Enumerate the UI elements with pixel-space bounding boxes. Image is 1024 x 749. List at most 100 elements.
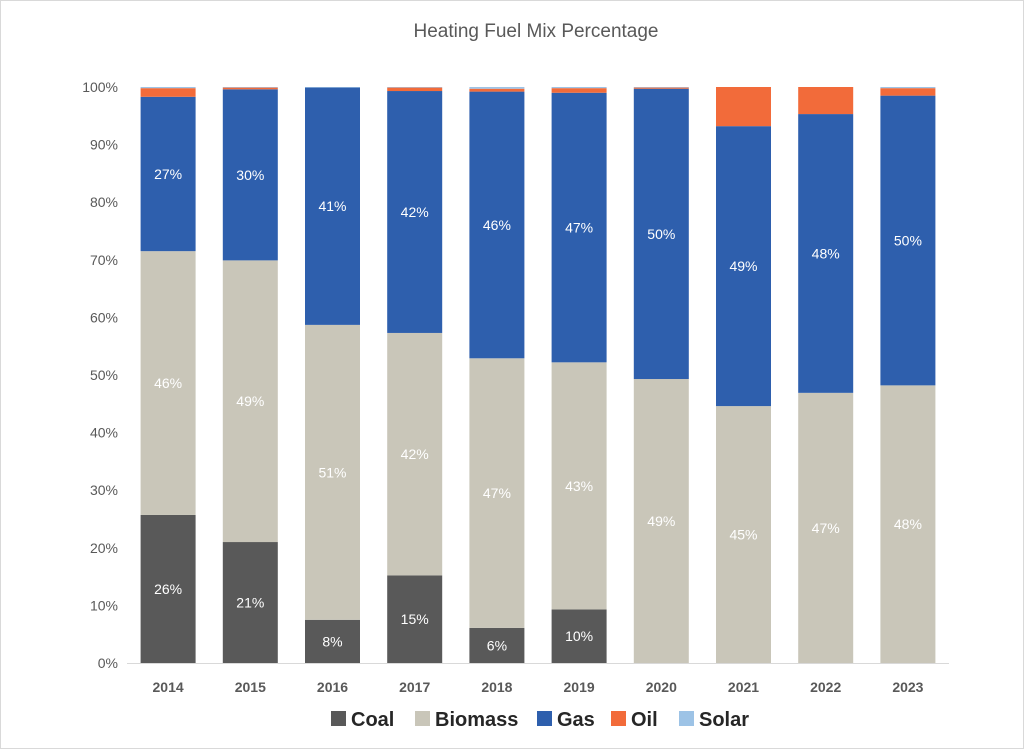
bar-gas-2014 — [140, 96, 196, 252]
bar-oil-2018 — [469, 88, 525, 92]
bar-solar-2017 — [387, 87, 443, 88]
legend: Coal Biomass Gas Oil Solar — [331, 709, 749, 731]
x-tick-2016: 2016 — [317, 679, 348, 695]
bar-oil-2019 — [551, 88, 607, 93]
legend-label-oil: Oil — [631, 709, 658, 731]
bar-gas-2019 — [551, 92, 607, 363]
bar-solar-2023 — [880, 87, 936, 89]
legend-swatch-oil — [611, 711, 626, 726]
bar-oil-2022 — [798, 87, 854, 115]
label-biomass-2018: 47% — [483, 485, 511, 501]
x-tick-2014: 2014 — [153, 679, 184, 695]
x-tick-2023: 2023 — [892, 679, 923, 695]
legend-swatch-coal — [331, 711, 346, 726]
bar-coal-2017 — [387, 575, 443, 663]
label-biomass-2021: 45% — [729, 527, 757, 543]
bar-coal-2019 — [551, 609, 607, 663]
x-tick-2020: 2020 — [646, 679, 677, 695]
bar-solar-2020 — [633, 87, 689, 88]
label-coal-2017: 15% — [401, 611, 429, 627]
bar-biomass-2014 — [140, 251, 196, 515]
x-tick-2021: 2021 — [728, 679, 759, 695]
y-axis-ticks: 0% 10% 20% 30% 40% 50% 60% 70% 80% 90% 1… — [82, 79, 118, 671]
x-tick-2017: 2017 — [399, 679, 430, 695]
bar-gas-2023 — [880, 95, 936, 386]
bar-biomass-2018 — [469, 358, 525, 628]
bar-gas-2016 — [305, 87, 360, 325]
bar-coal-2015 — [222, 542, 278, 663]
bar-oil-2023 — [880, 88, 936, 96]
x-axis-ticks: 2014 2015 2016 2017 2018 2019 2020 2021 … — [153, 679, 924, 695]
bar-biomass-2015 — [222, 260, 278, 543]
data-labels: 26% 46% 27% 21% 49% 30% 8% 51% 41% 15% 42% 42% 6% 47%… — [154, 166, 922, 653]
legend-label-solar: Solar — [699, 709, 749, 731]
label-coal-2018: 6% — [487, 637, 507, 653]
y-tick-70: 70% — [90, 252, 118, 268]
label-biomass-2014: 46% — [154, 375, 182, 391]
x-tick-2015: 2015 — [235, 679, 266, 695]
bar-coal-2018 — [469, 627, 525, 663]
y-tick-0: 0% — [98, 655, 118, 671]
bar-biomass-2019 — [551, 362, 607, 610]
label-gas-2018: 46% — [483, 217, 511, 233]
label-gas-2020: 50% — [647, 226, 675, 242]
y-tick-40: 40% — [90, 425, 118, 441]
y-tick-20: 20% — [90, 540, 118, 556]
bar-biomass-2017 — [387, 332, 443, 576]
bar-solar-2015 — [222, 87, 278, 88]
label-biomass-2015: 49% — [236, 393, 264, 409]
label-coal-2014: 26% — [154, 581, 182, 597]
legend-swatch-biomass — [415, 711, 430, 726]
bar-solar-2016 — [305, 87, 360, 88]
bar-oil-2017 — [387, 87, 443, 92]
y-tick-100: 100% — [82, 79, 118, 95]
bar-coal-2014 — [140, 514, 196, 663]
y-tick-80: 80% — [90, 194, 118, 210]
label-gas-2014: 27% — [154, 166, 182, 182]
y-tick-90: 90% — [90, 137, 118, 153]
bar-gas-2021 — [716, 126, 771, 407]
bar-oil-2015 — [222, 87, 278, 90]
bar-gas-2018 — [469, 91, 525, 359]
label-coal-2016: 8% — [322, 633, 342, 649]
label-gas-2019: 47% — [565, 220, 593, 236]
bar-biomass-2016 — [305, 324, 360, 620]
bar-gas-2022 — [798, 114, 854, 393]
label-gas-2022: 48% — [812, 245, 840, 261]
y-tick-10: 10% — [90, 597, 118, 613]
bar-gas-2020 — [633, 88, 689, 380]
legend-label-coal: Coal — [351, 709, 394, 731]
bar-gas-2015 — [222, 89, 278, 261]
x-tick-2018: 2018 — [481, 679, 512, 695]
label-biomass-2022: 47% — [812, 520, 840, 536]
x-tick-2019: 2019 — [564, 679, 595, 695]
label-biomass-2017: 42% — [401, 446, 429, 462]
bar-biomass-2020 — [633, 379, 689, 663]
bar-gas-2017 — [387, 91, 443, 333]
legend-label-gas: Gas — [557, 709, 595, 731]
bar-solar-2019 — [551, 87, 607, 89]
bar-solar-2018 — [469, 87, 525, 89]
label-biomass-2023: 48% — [894, 516, 922, 532]
bar-biomass-2023 — [880, 385, 936, 663]
label-gas-2016: 41% — [318, 198, 346, 214]
label-gas-2017: 42% — [401, 204, 429, 220]
bar-segments — [140, 87, 936, 663]
bar-biomass-2021 — [716, 406, 771, 663]
label-biomass-2016: 51% — [318, 464, 346, 480]
legend-swatch-gas — [537, 711, 552, 726]
bar-coal-2016 — [305, 619, 360, 663]
y-tick-50: 50% — [90, 367, 118, 383]
bar-oil-2020 — [633, 87, 689, 89]
bar-oil-2021 — [716, 87, 771, 127]
bar-solar-2014 — [140, 87, 196, 89]
label-biomass-2020: 49% — [647, 513, 675, 529]
y-tick-30: 30% — [90, 482, 118, 498]
legend-swatch-solar — [679, 711, 694, 726]
chart-title: Heating Fuel Mix Percentage — [413, 21, 658, 42]
label-biomass-2019: 43% — [565, 478, 593, 494]
bar-oil-2014 — [140, 88, 196, 97]
label-gas-2015: 30% — [236, 167, 264, 183]
label-gas-2023: 50% — [894, 233, 922, 249]
